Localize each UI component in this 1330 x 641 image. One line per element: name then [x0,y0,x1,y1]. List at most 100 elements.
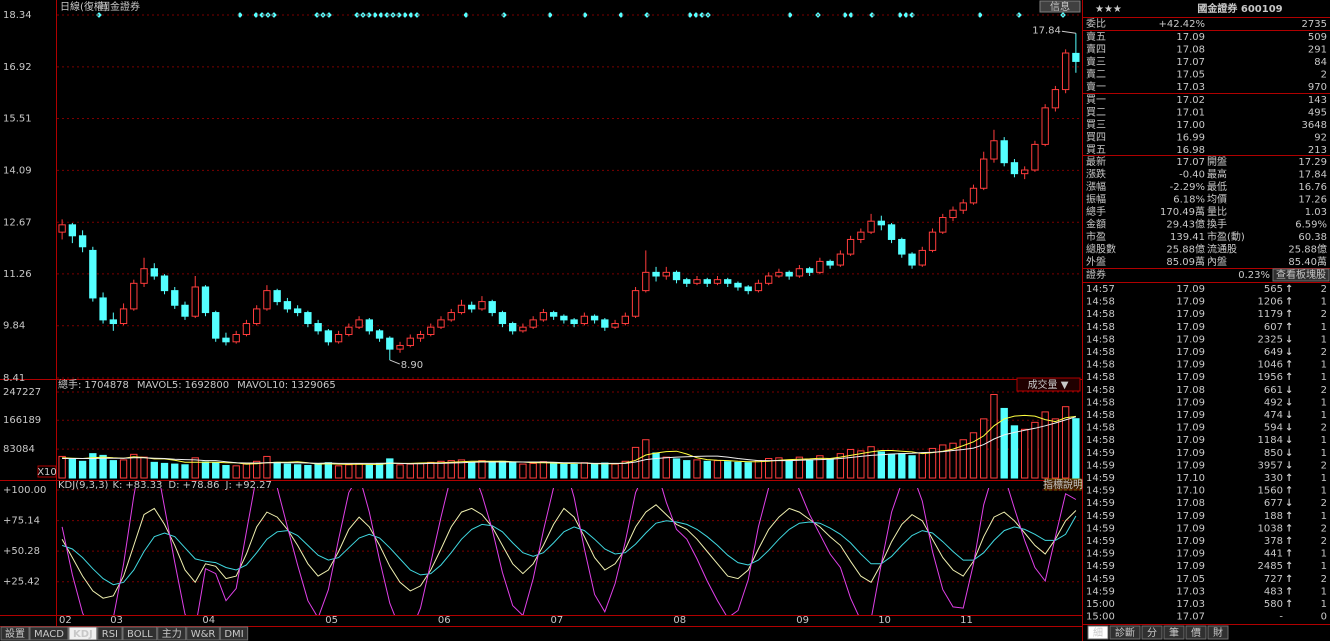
unit-label: X10 [37,467,57,478]
candle-body [334,333,343,343]
tab-label[interactable]: W&R [191,629,216,640]
stat-value: 85.09萬 [1166,255,1205,268]
panel-tab-label[interactable]: 價 [1191,626,1201,639]
candle-body [683,279,691,284]
tab-label[interactable]: RSI [102,629,118,640]
info-button-box[interactable] [1039,0,1081,13]
board-button-box[interactable] [1272,268,1330,282]
tab-label[interactable]: DMI [224,629,243,640]
tab-label[interactable]: 設置 [5,627,25,640]
trade-arrow: ↓ [1285,435,1293,446]
candle-body [345,326,353,335]
panel-tab-label[interactable]: 細 [1093,626,1103,639]
trade-time: 14:58 [1086,297,1115,308]
tab-label[interactable]: BOLL [127,629,153,640]
trade-arrow: ↑ [1285,322,1293,333]
trade-count: 1 [1321,372,1327,383]
panel-tab[interactable] [1207,625,1229,640]
trade-volume: 661 [1264,385,1283,396]
candle-body [406,337,414,346]
candle-body [427,326,435,335]
stat-label: 最低 [1207,180,1227,193]
volume-bar [949,442,957,479]
book-volume: 143 [1308,95,1327,106]
trade-price: 17.09 [1176,309,1205,320]
panel-tab[interactable] [1109,625,1141,640]
legend-value: 1704878 [84,380,129,391]
volume-bar [283,463,292,479]
trade-volume: 850 [1264,448,1283,459]
volume-bar [1010,425,1019,479]
trade-time: 15:00 [1086,599,1115,610]
volume-bar [549,462,558,479]
x-tick-label: 10 [878,615,891,626]
book-price: 17.01 [1176,108,1205,119]
button[interactable]: 指標說明 [1043,478,1083,491]
tab-label[interactable]: MACD [34,629,64,640]
panel-tab-label[interactable]: 筆 [1169,626,1179,639]
panel-tab-label[interactable]: 財 [1213,626,1223,639]
trade-arrow: ↓ [1285,347,1293,358]
panel-tab[interactable] [1141,625,1163,640]
panel-tab[interactable] [1087,625,1109,640]
trade-price: 17.09 [1176,284,1205,295]
tab-label[interactable]: KDJ [73,629,93,640]
tab[interactable] [68,626,98,641]
chart-subtitle: 國金證券 [100,0,140,13]
trade-price: 17.09 [1176,561,1205,572]
menu[interactable]: 成交量 ▼ [1028,378,1069,391]
stat-value: -0.40 [1179,170,1205,181]
tab[interactable] [219,626,249,641]
volume-bar [867,446,875,479]
volume-bar [754,460,763,479]
panel-tab-label[interactable]: 分 [1147,627,1157,639]
candle-body [1051,89,1060,109]
volume-bar [519,463,527,479]
trade-count: 1 [1321,561,1327,572]
trade-count: 2 [1321,309,1327,320]
tab[interactable] [29,626,69,641]
panel-tab-label[interactable]: 診斷 [1115,626,1135,639]
info-button[interactable]: 信息 [1050,0,1070,13]
candle-body [324,330,333,343]
tab[interactable] [97,626,123,641]
candle-body [887,224,896,240]
tab[interactable] [0,626,30,641]
tab-label[interactable]: 主力 [162,627,182,640]
trade-arrow: ↑ [1285,586,1293,597]
tab[interactable] [186,626,220,641]
trade-count: 2 [1321,385,1327,396]
candle-body [826,260,834,266]
volume-bar [253,460,261,479]
kdj-line [61,488,1077,615]
panel-tab[interactable] [1185,625,1207,640]
trade-count: 1 [1321,360,1327,371]
candle-body [58,224,66,233]
tab[interactable] [122,626,158,641]
legend-label: K: [112,480,122,491]
volume-bar [980,418,988,479]
candle-body [99,297,107,321]
trade-arrow: ↑ [1285,297,1293,308]
volume-bar [1031,421,1039,479]
trade-time: 14:59 [1086,460,1115,471]
menu-box[interactable] [1016,377,1081,392]
candle-body [580,315,589,325]
tab[interactable] [157,626,187,641]
trade-volume: 1184 [1258,435,1283,446]
panel-tab[interactable] [1163,625,1185,640]
candle-body [386,337,394,350]
volume-bar [918,452,926,479]
board-button[interactable]: 查看板塊股 [1276,268,1326,281]
candle-body [744,286,752,292]
trade-count: 1 [1321,586,1327,597]
stat-value: 1.03 [1305,207,1327,218]
trade-time: 14:58 [1086,360,1115,371]
candle-body [590,315,599,321]
board-label: 證券 [1086,268,1106,281]
trade-time: 14:59 [1086,574,1115,585]
volume-bar [734,461,742,479]
trade-time: 14:58 [1086,309,1115,320]
volume-bar [877,451,885,479]
trade-arrow: ↓ [1285,448,1293,459]
